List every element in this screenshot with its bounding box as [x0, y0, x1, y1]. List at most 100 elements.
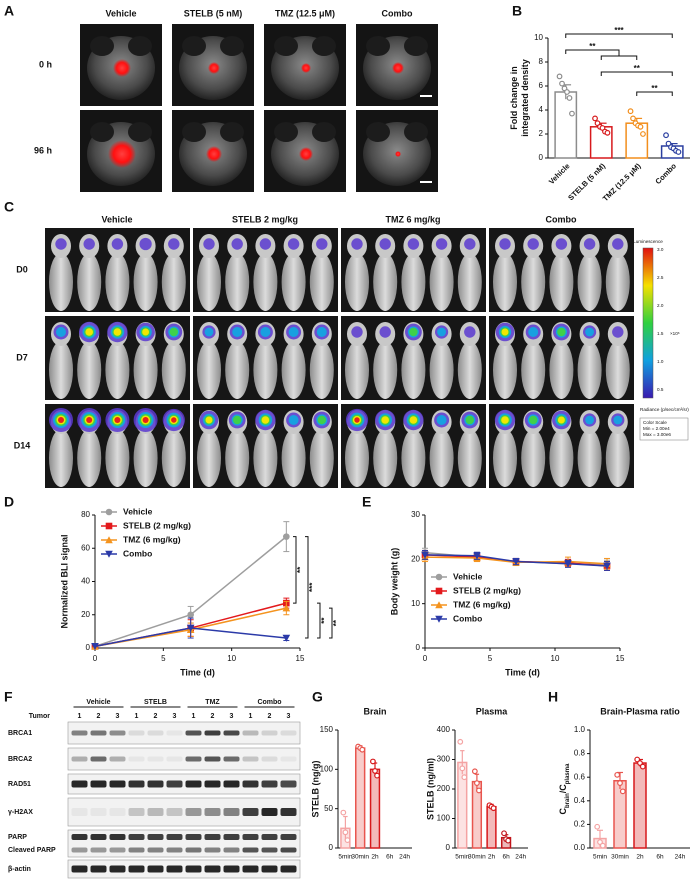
band — [223, 780, 240, 788]
lane-number: 2 — [211, 713, 215, 720]
marker — [91, 643, 99, 651]
signal — [612, 238, 624, 250]
data-point — [370, 758, 376, 765]
signal — [288, 415, 299, 425]
signal — [287, 238, 300, 250]
colorbar-tick-label: 2.0 — [657, 303, 664, 308]
x-tick-label: 24h — [399, 854, 410, 861]
band — [71, 847, 88, 853]
signal — [260, 327, 271, 337]
panel-letter: G — [312, 689, 323, 705]
band — [280, 780, 297, 788]
lane-number: 1 — [78, 713, 82, 720]
colorbar-tick-label: 0.5 — [657, 387, 664, 392]
data-point — [599, 842, 606, 849]
lane-number: 2 — [97, 713, 101, 720]
x-tick-label: 10 — [551, 654, 560, 663]
subscript: plasma — [565, 763, 571, 784]
legend-marker — [105, 550, 113, 558]
mouse-body — [197, 341, 221, 399]
x-tick-label: 5 — [488, 654, 493, 663]
y-tick-label: 150 — [320, 725, 334, 734]
x-tick-label: 24h — [675, 854, 686, 861]
band — [128, 730, 145, 736]
y-axis-label: Body weight (g) — [389, 548, 399, 616]
signal — [261, 416, 270, 424]
legend-label: Combo — [123, 548, 152, 558]
marker — [282, 604, 291, 612]
marker — [603, 562, 611, 570]
marker — [283, 533, 290, 540]
significance-label: ** — [320, 617, 329, 624]
lane-number: 3 — [173, 713, 177, 720]
bar — [369, 768, 381, 849]
column-header: STELB (5 nM) — [184, 8, 243, 18]
signal — [585, 415, 594, 425]
significance-label: ** — [332, 619, 341, 626]
data-point — [342, 829, 349, 836]
y-axis-label: Cbrain/Cplasma — [558, 763, 570, 815]
mouse-body — [309, 253, 334, 311]
group-label: TMZ — [205, 699, 220, 706]
mouse-body — [493, 253, 517, 311]
mouse-body — [281, 429, 306, 487]
mouse-body — [521, 429, 546, 487]
mouse-body — [605, 429, 630, 487]
legend-marker — [435, 587, 443, 595]
signal — [139, 237, 152, 251]
mouse-body — [281, 253, 306, 311]
column-header: Combo — [382, 8, 413, 18]
mouse-body — [345, 341, 369, 399]
band — [204, 834, 221, 840]
tumor-label: Tumor — [29, 713, 51, 720]
significance-label: ** — [589, 42, 596, 51]
mouse-body — [253, 341, 278, 399]
lane-number: 1 — [249, 713, 253, 720]
mouse-body — [77, 253, 102, 311]
signal — [288, 327, 299, 337]
significance-bracket — [329, 607, 333, 639]
lane-number: 3 — [287, 713, 291, 720]
band — [223, 847, 240, 853]
band — [147, 756, 164, 762]
significance-label: *** — [614, 26, 624, 35]
bar — [355, 747, 366, 849]
x-tick-label: 6h — [502, 854, 510, 861]
eye — [90, 36, 114, 56]
marker — [421, 551, 429, 559]
mouse-body — [457, 429, 482, 487]
data-point — [461, 774, 468, 781]
mouse-body — [133, 429, 158, 487]
band — [204, 847, 221, 853]
chart-title: Brain — [363, 706, 386, 716]
signal — [613, 415, 623, 425]
band — [166, 847, 183, 853]
mouse-body — [493, 341, 517, 399]
band — [242, 808, 259, 816]
x-tick-label: 10 — [227, 654, 236, 663]
colorbar-tick-label: 1.5 — [657, 331, 664, 336]
mouse-body — [197, 429, 221, 487]
data-point — [630, 115, 636, 122]
legend-label: TMZ (6 mg/kg) — [123, 534, 181, 544]
band — [280, 756, 297, 762]
y-tick-label: 80 — [81, 510, 90, 519]
signal — [232, 327, 243, 337]
significance-bracket — [636, 91, 673, 96]
signal — [528, 327, 539, 337]
row-label: D14 — [14, 440, 31, 450]
band — [128, 834, 145, 840]
band — [185, 780, 202, 788]
data-point — [556, 73, 563, 80]
eye — [182, 122, 206, 142]
y-tick-label: 0.4 — [574, 796, 586, 805]
color-scale-text: Max = 3.00e6 — [643, 432, 671, 437]
protein-label: Cleaved PARP — [8, 847, 56, 854]
column-header: TMZ (12.5 μM) — [275, 8, 335, 18]
marker — [512, 558, 520, 566]
signal — [142, 417, 149, 423]
legend-label: Combo — [453, 613, 482, 623]
y-tick-label: 4 — [539, 105, 544, 114]
row-label: 96 h — [34, 145, 52, 155]
significance-label: ** — [651, 84, 658, 93]
